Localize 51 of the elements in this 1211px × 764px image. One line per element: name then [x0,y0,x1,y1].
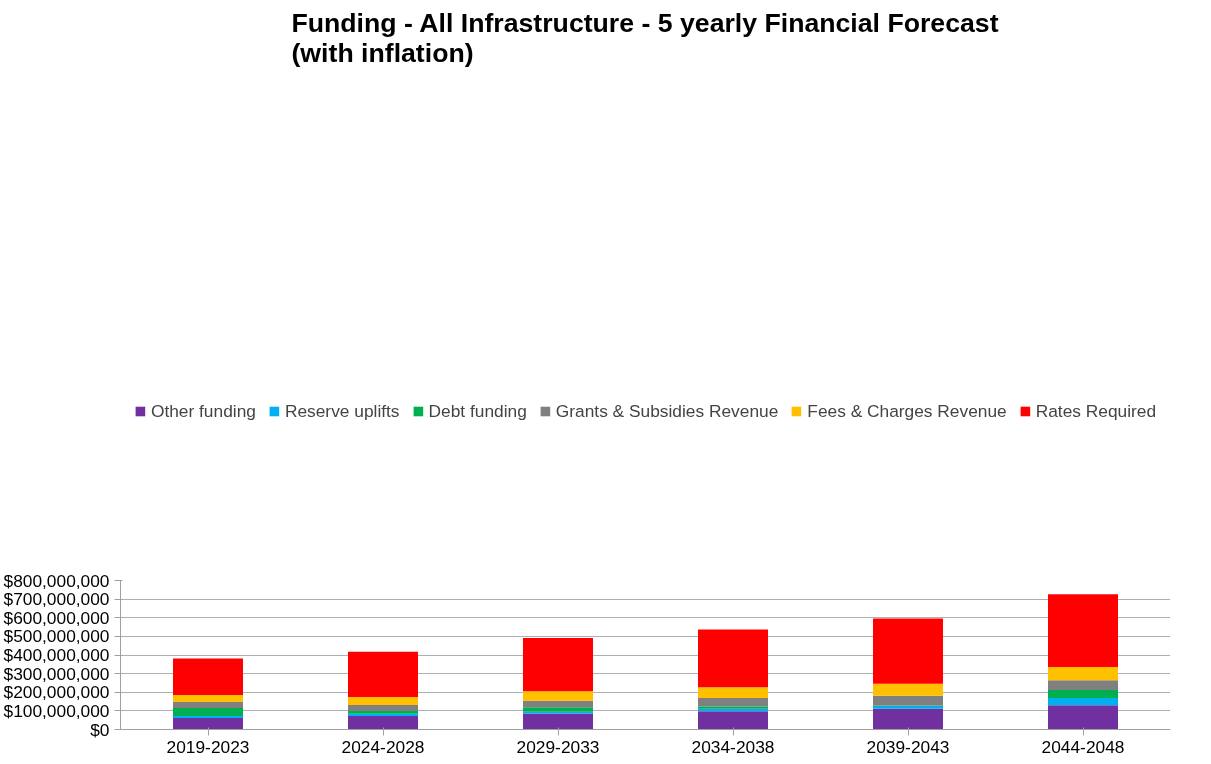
bar [1048,594,1118,667]
legend-label: Other funding [150,400,256,422]
chart-title: Funding - All Infrastructure - 5 yearly Financial Forecast (with inflation) [291,7,999,68]
bar [173,708,243,716]
bar [1048,698,1118,706]
y-tick-label: $600,000,000 [3,607,110,628]
bar [348,696,418,706]
x-tick-label: 2024-2028 [341,736,425,757]
bar [698,629,768,688]
y-tick-label: $500,000,000 [3,626,110,647]
legend-label: Fees & Charges Revenue [807,400,1007,422]
bar [698,687,768,699]
bar [348,651,418,697]
legend-label: Reserve uplifts [284,400,400,422]
x-tick-label: 2034-2038 [691,736,775,757]
y-tick-label: $700,000,000 [3,589,110,610]
bar [173,717,243,730]
bar [173,715,243,718]
bar [523,700,593,708]
bar [873,618,943,684]
bar [873,695,943,706]
bar [1048,705,1118,730]
bar [523,638,593,692]
legend-label: Grants & Subsidies Revenue [555,400,779,422]
bar [523,707,593,712]
x-tick-label: 2019-2023 [166,736,250,757]
bar [348,715,418,730]
legend-label: Debt funding [428,400,527,422]
bar [698,711,768,730]
x-tick-label: 2044-2048 [1041,736,1125,757]
legend-label: Rates Required [1035,400,1157,422]
y-tick-label: $100,000,000 [3,700,110,721]
bar [873,683,943,696]
bar [523,713,593,730]
bar [873,708,943,730]
bar [523,691,593,701]
y-tick-label: $400,000,000 [3,645,110,665]
bar [698,698,768,707]
y-tick-label: $0 [90,719,110,740]
bar [1048,690,1118,699]
y-tick-label: $300,000,000 [3,663,110,684]
bar [173,702,243,709]
bar [348,705,418,711]
x-tick-label: 2029-2033 [516,736,600,757]
bar [1048,666,1118,681]
y-tick-label: $800,000,000 [3,570,110,591]
bar [1048,680,1118,691]
bar [173,658,243,696]
x-tick-label: 2039-2043 [866,736,950,757]
y-tick-label: $200,000,000 [3,682,110,703]
bar [173,695,243,703]
